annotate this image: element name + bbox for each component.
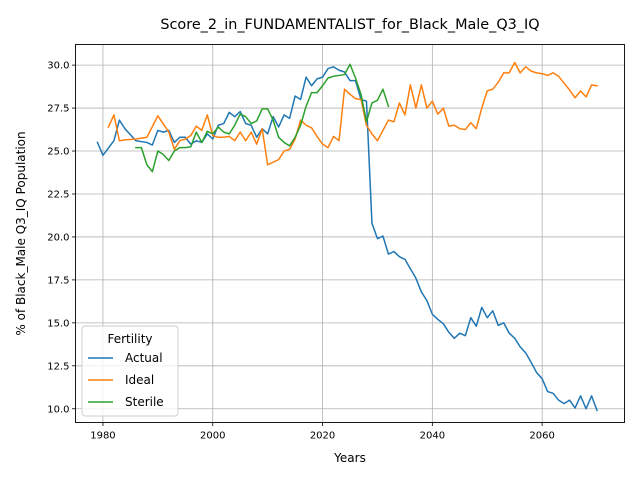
legend-box bbox=[81, 325, 179, 417]
x-tick-label: 2040 bbox=[420, 431, 445, 442]
x-tick-label: 2060 bbox=[529, 431, 554, 442]
x-axis-label: Years bbox=[333, 451, 366, 465]
x-tick-label: 2020 bbox=[310, 431, 335, 442]
legend-label-ideal: Ideal bbox=[125, 373, 154, 387]
legend-label-actual: Actual bbox=[125, 351, 163, 365]
series-line-sterile bbox=[135, 63, 390, 173]
y-tick-label: 27.5 bbox=[47, 104, 69, 115]
y-tick-label: 20.0 bbox=[47, 232, 69, 243]
series-lines bbox=[96, 61, 599, 412]
y-axis-label: % of Black_Male Q3_IQ Population bbox=[14, 131, 28, 335]
plot-area-frame bbox=[75, 44, 625, 423]
x-tick-label: 2000 bbox=[200, 431, 225, 442]
y-tick-label: 10.0 bbox=[47, 404, 69, 415]
axis-ticks: 1980 2000 2020 2040 2060 10.0 12.5 15.0 17.5 20.0… bbox=[47, 61, 555, 442]
y-tick-label: 30.0 bbox=[47, 61, 69, 72]
series-line-actual bbox=[96, 66, 599, 412]
x-tick-label: 1980 bbox=[90, 431, 115, 442]
legend-title: Fertility bbox=[107, 332, 152, 346]
y-tick-label: 22.5 bbox=[47, 189, 69, 200]
y-tick-label: 17.5 bbox=[47, 275, 69, 286]
legend: Fertility Actual Ideal Sterile bbox=[81, 325, 179, 417]
y-tick-label: 25.0 bbox=[47, 147, 69, 158]
chart-title: Score_2_in_FUNDAMENTALIST_for_Black_Male… bbox=[160, 17, 539, 33]
legend-label-sterile: Sterile bbox=[125, 395, 164, 409]
y-tick-label: 15.0 bbox=[47, 318, 69, 329]
y-tick-label: 12.5 bbox=[47, 361, 69, 372]
series-line-ideal bbox=[107, 61, 598, 166]
